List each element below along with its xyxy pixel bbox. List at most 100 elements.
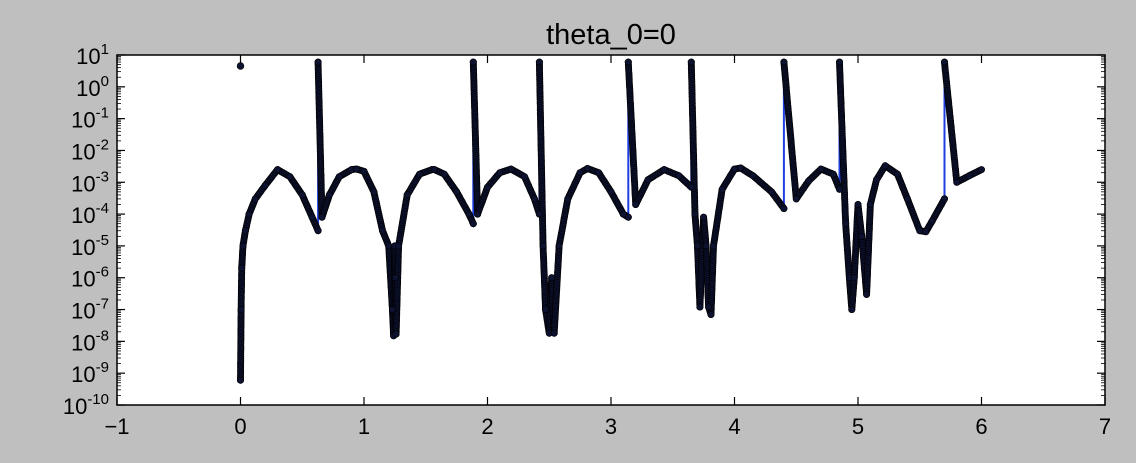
data-point <box>687 183 695 191</box>
data-point <box>241 227 249 235</box>
x-tick-label: 4 <box>728 414 740 439</box>
y-tick-label: 10-8 <box>71 327 109 355</box>
data-point <box>416 170 424 178</box>
y-tick-label: 10-5 <box>71 232 109 260</box>
data-point <box>850 274 858 282</box>
data-point <box>507 165 515 173</box>
data-point <box>335 173 343 181</box>
y-tick-label: 100 <box>76 73 109 101</box>
x-tick-label: −1 <box>104 414 129 439</box>
data-point <box>274 166 282 174</box>
data-point <box>940 195 948 203</box>
data-point <box>535 210 543 218</box>
data-point <box>395 242 403 250</box>
data-point <box>749 172 757 180</box>
data-point <box>325 191 333 199</box>
data-point <box>520 173 528 181</box>
data-point <box>624 213 632 221</box>
data-point <box>539 242 547 250</box>
x-tick-label: 2 <box>481 414 493 439</box>
y-tick-label: 101 <box>76 41 109 69</box>
data-point <box>314 58 322 66</box>
data-point <box>378 227 386 235</box>
data-point <box>237 376 245 384</box>
data-point <box>564 195 572 203</box>
data-point <box>675 172 683 180</box>
data-point <box>848 305 856 313</box>
data-point <box>530 195 538 203</box>
x-tick-label: 5 <box>852 414 864 439</box>
data-point <box>576 169 584 177</box>
data-point <box>619 210 627 218</box>
data-point <box>780 205 788 213</box>
data-point <box>829 170 837 178</box>
data-point <box>977 166 985 174</box>
data-point <box>835 58 843 66</box>
data-point <box>872 176 880 184</box>
data-point <box>391 274 399 282</box>
data-point <box>535 58 543 66</box>
y-tick-label: 10-7 <box>71 296 109 324</box>
data-point <box>866 201 874 209</box>
data-point <box>644 176 652 184</box>
data-point <box>780 58 788 66</box>
data-point <box>403 191 411 199</box>
data-point <box>453 188 461 196</box>
y-tick-label: 10-6 <box>71 264 109 292</box>
data-point <box>903 195 911 203</box>
series-layer <box>236 58 985 384</box>
y-tick-label: 10-1 <box>71 105 109 133</box>
y-tick-label: 10-4 <box>71 200 109 228</box>
data-point <box>965 172 973 180</box>
x-tick-label: 3 <box>605 414 617 439</box>
data-point <box>858 232 866 240</box>
data-point <box>430 166 438 174</box>
isolated-point <box>236 62 245 70</box>
axes-layer: −1 0 1 2 3 4 5 6 7 10-10 10-9 10-8 10-7 10-6 10-5 10-4 1… <box>63 41 1111 439</box>
data-point <box>700 213 708 221</box>
data-point <box>767 188 775 196</box>
data-point <box>696 303 704 311</box>
data-point <box>624 58 632 66</box>
data-point <box>792 195 800 203</box>
series-markers <box>237 58 985 384</box>
data-point <box>238 264 246 272</box>
data-point <box>314 227 322 235</box>
data-point <box>469 220 477 228</box>
data-point <box>691 210 699 218</box>
data-point <box>237 305 245 313</box>
data-point <box>541 305 549 313</box>
data-point <box>737 164 745 172</box>
y-tick-label: 10-9 <box>71 359 109 387</box>
data-point <box>239 242 247 250</box>
x-tick-label: 0 <box>234 414 246 439</box>
data-point <box>893 170 901 178</box>
y-tick-label: 10-3 <box>71 168 109 196</box>
data-point <box>583 165 591 173</box>
data-point <box>308 213 316 221</box>
data-point <box>440 170 448 178</box>
data-point <box>718 185 726 193</box>
x-tick-label: 1 <box>358 414 370 439</box>
data-point <box>693 242 701 250</box>
data-point <box>854 201 862 209</box>
data-point <box>687 58 695 66</box>
x-tick-label: 7 <box>1099 414 1111 439</box>
data-point <box>817 165 825 173</box>
data-point <box>465 210 473 218</box>
x-tick-label: 6 <box>975 414 987 439</box>
data-point <box>707 310 715 318</box>
data-point <box>298 191 306 199</box>
data-point <box>805 177 813 185</box>
data-point <box>360 167 368 175</box>
data-point <box>922 228 930 236</box>
data-point <box>705 303 713 311</box>
data-point <box>928 217 936 225</box>
data-point <box>660 166 668 174</box>
data-point <box>318 213 326 221</box>
data-point <box>842 220 850 228</box>
data-point <box>595 169 603 177</box>
data-point <box>730 165 738 173</box>
data-point <box>555 242 563 250</box>
